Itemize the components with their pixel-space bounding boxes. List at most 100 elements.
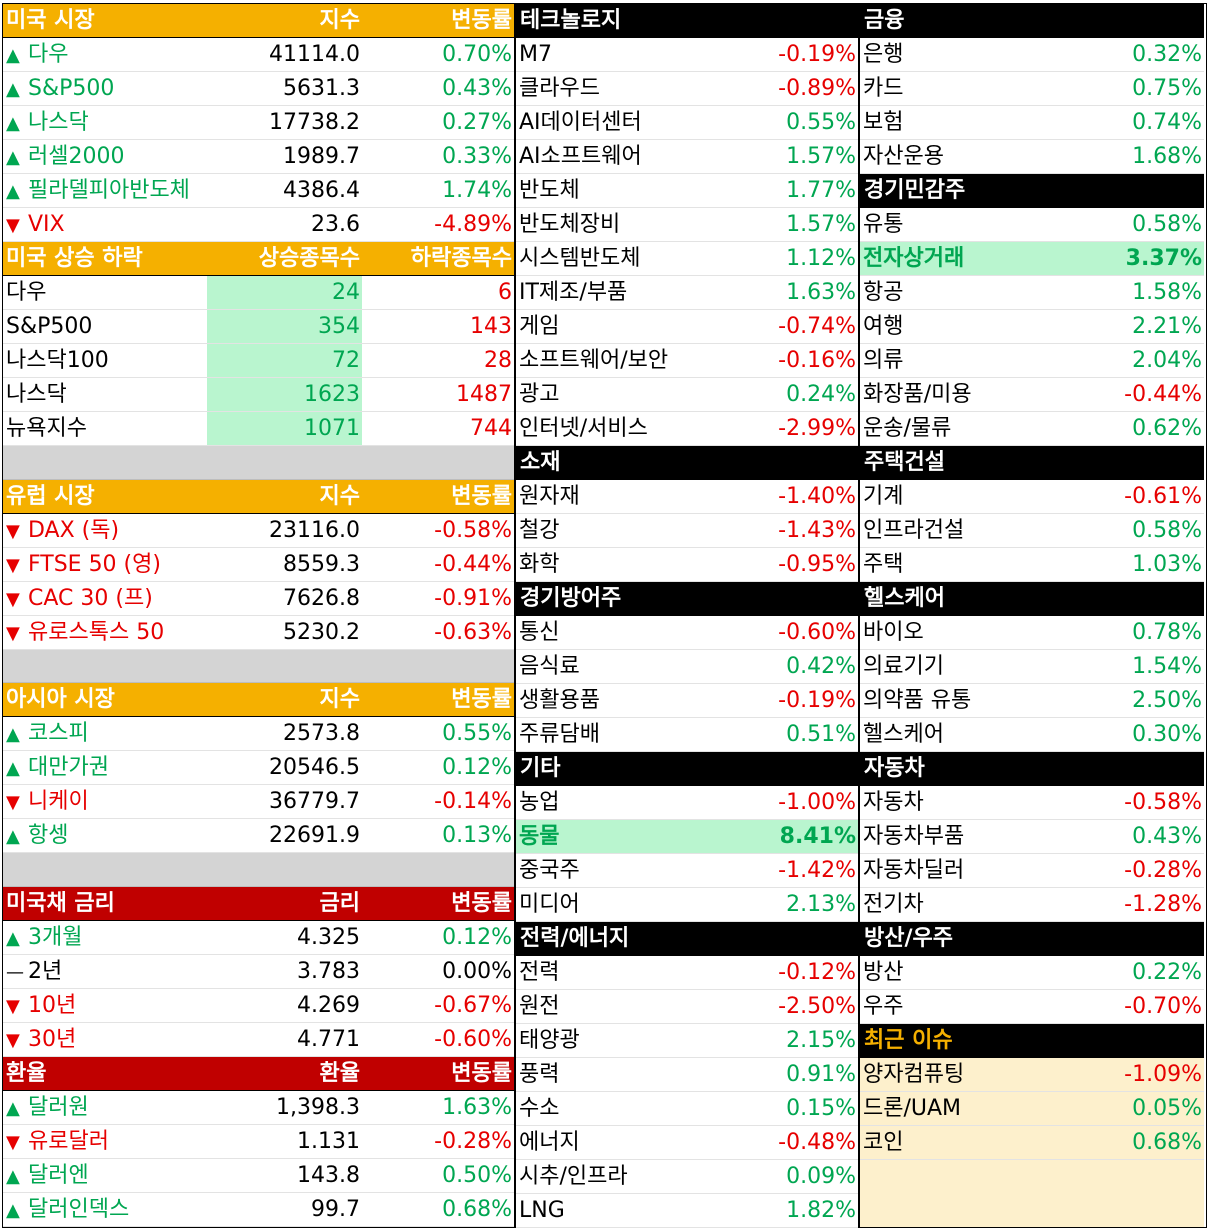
index-change: 0.27%: [442, 110, 512, 135]
market-dashboard: 미국 시장 지수 변동률 ▲ 다우 41114.0 0.70% ▲ S&P500 5631.3 0.…: [2, 3, 1207, 1228]
column-header-change: 변동률: [451, 8, 512, 33]
index-label: 3개월: [28, 925, 83, 951]
sector-row: 주택 1.03%: [860, 548, 1204, 582]
down-arrow-icon: ▼: [6, 554, 20, 576]
sector-name: 운송/물류: [863, 416, 952, 441]
sector-change: 1.82%: [786, 1198, 856, 1223]
sector-row: AI데이터센터 0.55%: [516, 106, 858, 140]
column-header-change: 변동률: [451, 483, 512, 509]
sector-column-middle: 테크놀로지 M7 -0.19% 클라우드 -0.89% AI데이터센터 0.55% AI소프트…: [516, 4, 860, 1228]
advancers-count: 1623: [207, 378, 362, 411]
decliners-count: 744: [470, 416, 512, 441]
sector-row: M7 -0.19%: [516, 38, 858, 72]
sector-row: 수소 0.15%: [516, 1092, 858, 1126]
sector-row: IT제조/부품 1.63%: [516, 276, 858, 310]
sector-name: 농업: [519, 790, 560, 815]
index-change: -0.91%: [434, 585, 512, 611]
down-arrow-icon: ▼: [6, 622, 20, 644]
column-header-change: 변동률: [451, 891, 512, 917]
index-row: ▲ 다우 41114.0 0.70%: [3, 38, 514, 72]
dash-icon: —: [6, 962, 24, 984]
sector-name: 헬스케어: [863, 722, 944, 747]
sector-change: -0.28%: [1124, 858, 1202, 883]
sector-row: 카드 0.75%: [860, 72, 1204, 106]
sector-title: 경기민감주: [864, 178, 966, 203]
up-arrow-icon: ▲: [6, 45, 20, 66]
sector-row: 인프라건설 0.58%: [860, 514, 1204, 548]
sector-row: 은행 0.32%: [860, 38, 1204, 72]
sector-row: 항공 1.58%: [860, 276, 1204, 310]
index-name: ▼ 10년: [3, 989, 207, 1022]
column-header-change: 변동률: [451, 687, 512, 713]
sector-change: 0.75%: [1132, 76, 1202, 101]
index-value: 20546.5: [269, 755, 360, 781]
index-name: ▲ 다우: [3, 38, 207, 71]
index-row: ▼ 10년 4.269 -0.67%: [3, 989, 514, 1024]
index-name: ▲ 필라델피아반도체: [3, 174, 207, 207]
sector-change: 1.57%: [786, 212, 856, 237]
sector-change: -0.74%: [778, 314, 856, 339]
sector-change: -0.19%: [778, 42, 856, 67]
sector-name: 수소: [519, 1096, 560, 1121]
sector-change: 0.24%: [786, 382, 856, 407]
sector-title: 금융: [864, 8, 905, 33]
sector-change: 0.74%: [1132, 110, 1202, 135]
index-name: ▼ CAC 30 (프): [3, 582, 207, 615]
up-arrow-icon: ▲: [6, 113, 20, 134]
sector-row: 소프트웨어/보안 -0.16%: [516, 344, 858, 378]
index-row: ▲ 대만가권 20546.5 0.12%: [3, 751, 514, 786]
index-value: 4.325: [297, 925, 360, 951]
section-spacer: [3, 649, 514, 684]
up-arrow-icon: ▲: [6, 826, 20, 848]
up-arrow-icon: ▲: [6, 758, 20, 780]
sector-row: 헬스케어 0.30%: [860, 718, 1204, 752]
index-row: ▲ 코스피 2573.8 0.55%: [3, 717, 514, 752]
index-label: 코스피: [28, 721, 89, 747]
index-change: 1.74%: [442, 178, 512, 203]
sector-row: 시스템반도체 1.12%: [516, 242, 858, 276]
advancers-count: 1071: [207, 412, 362, 445]
index-change: -0.28%: [434, 1129, 512, 1155]
index-change: 0.68%: [442, 1197, 512, 1223]
up-arrow-icon: ▲: [6, 1098, 20, 1120]
sector-row: 클라우드 -0.89%: [516, 72, 858, 106]
sector-title: 방산/우주: [864, 926, 953, 951]
sector-name: 원자재: [519, 484, 580, 509]
sector-change: 1.54%: [1132, 654, 1202, 679]
sector-name: 인터넷/서비스: [519, 416, 648, 441]
index-value: 99.7: [311, 1197, 360, 1223]
sector-name: 에너지: [519, 1130, 580, 1155]
sector-name: 소프트웨어/보안: [519, 348, 669, 373]
sector-row: 의류 2.04%: [860, 344, 1204, 378]
down-arrow-icon: ▼: [6, 1030, 20, 1052]
index-value: 4.771: [297, 1027, 360, 1053]
sector-row: 자동차부품 0.43%: [860, 820, 1204, 854]
sector-name: 시스템반도체: [519, 246, 641, 271]
sector-name: 클라우드: [519, 76, 600, 101]
index-row: ▼ CAC 30 (프) 7626.8 -0.91%: [3, 582, 514, 616]
index-change: 0.33%: [442, 144, 512, 169]
sector-name: 광고: [519, 382, 560, 407]
index-value: 17738.2: [269, 110, 360, 135]
index-label: 달러엔: [28, 1163, 89, 1189]
sector-row: 전자상거래 3.37%: [860, 242, 1204, 276]
sector-name: 바이오: [863, 620, 924, 645]
sector-change: 0.32%: [1132, 42, 1202, 67]
column-header-value: 지수: [319, 8, 360, 33]
index-value: 3.783: [297, 959, 360, 985]
sector-row: 풍력 0.91%: [516, 1058, 858, 1092]
asia-market-header: 아시아 시장 지수 변동률: [3, 683, 514, 718]
sector-title: 기타: [520, 756, 561, 781]
sector-title: 주택건설: [864, 450, 945, 475]
down-arrow-icon: ▼: [6, 996, 20, 1018]
sector-name: 자동차부품: [863, 824, 965, 849]
fx-header: 환율 환율 변동률: [3, 1057, 514, 1092]
sector-row: 화장품/미용 -0.44%: [860, 378, 1204, 412]
sector-change: -0.61%: [1124, 484, 1202, 509]
sector-change: 2.15%: [786, 1028, 856, 1053]
index-name: ▼ 30년: [3, 1023, 207, 1056]
column-header-value: 지수: [319, 687, 360, 713]
sector-name: 태양광: [519, 1028, 580, 1053]
index-label: 2년: [28, 959, 63, 985]
sector-header: 경기민감주: [860, 174, 1204, 208]
